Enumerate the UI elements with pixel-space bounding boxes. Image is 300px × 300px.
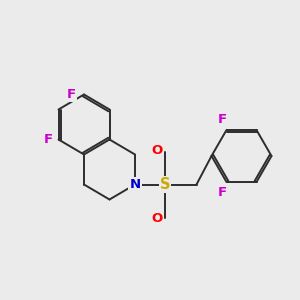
Text: O: O <box>152 212 163 226</box>
Text: S: S <box>160 177 170 192</box>
Text: F: F <box>44 133 52 146</box>
Text: O: O <box>152 143 163 157</box>
Text: F: F <box>67 88 76 101</box>
Text: F: F <box>218 113 226 126</box>
Text: N: N <box>129 178 141 191</box>
Text: F: F <box>218 186 226 199</box>
